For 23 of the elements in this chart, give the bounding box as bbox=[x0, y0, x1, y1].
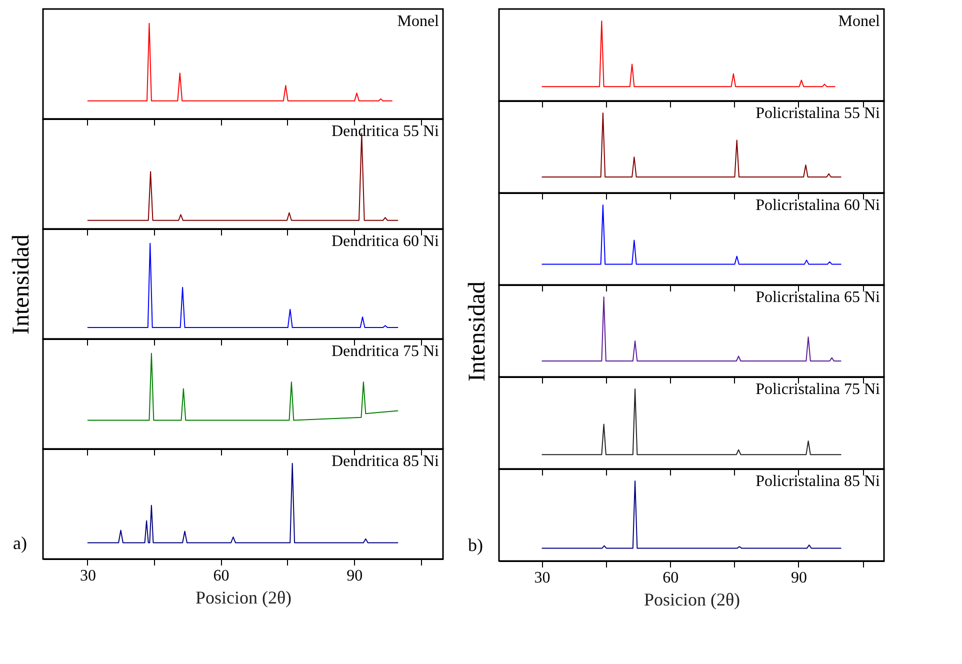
chart-title: Dendritica 55 Ni bbox=[331, 123, 440, 140]
x-tick-label: 90 bbox=[346, 568, 363, 584]
y-axis-title: Intensidad bbox=[464, 282, 490, 382]
chart-title: Dendritica 75 Ni bbox=[331, 343, 440, 360]
x-tick-label: 90 bbox=[790, 570, 807, 586]
text: a) bbox=[13, 533, 28, 553]
x-tick-label: 60 bbox=[662, 570, 679, 586]
chart-title: Dendritica 60 Ni bbox=[331, 233, 440, 250]
chart-title: Dendritica 85 Ni bbox=[331, 453, 440, 470]
chart-title: Policristalina 65 Ni bbox=[756, 289, 881, 306]
text: b) bbox=[468, 535, 483, 555]
chart-title: Monel bbox=[397, 13, 440, 30]
chart-title: Policristalina 85 Ni bbox=[756, 473, 881, 490]
x-tick-label: 30 bbox=[80, 568, 96, 584]
x-axis-title: Posicion (2θ) bbox=[644, 590, 740, 610]
x-axis-title: Posicion (2θ) bbox=[195, 588, 292, 608]
y-axis-title: Intensidad bbox=[8, 234, 34, 334]
x-tick-label: 30 bbox=[534, 570, 550, 586]
chart-title: Policristalina 75 Ni bbox=[756, 381, 881, 398]
chart-title: Policristalina 60 Ni bbox=[756, 197, 881, 214]
chart-title: Policristalina 55 Ni bbox=[756, 105, 881, 122]
x-tick-label: 60 bbox=[213, 568, 230, 584]
chart-title: Monel bbox=[838, 13, 881, 30]
